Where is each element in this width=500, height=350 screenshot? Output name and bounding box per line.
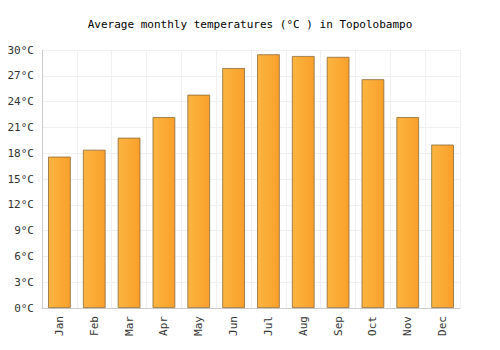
svg-text:15°C: 15°C bbox=[8, 173, 35, 186]
svg-text:Jan: Jan bbox=[53, 316, 66, 336]
svg-text:12°C: 12°C bbox=[8, 198, 35, 211]
svg-text:Feb: Feb bbox=[88, 316, 101, 336]
svg-text:Aug: Aug bbox=[297, 316, 310, 336]
svg-text:Sep: Sep bbox=[332, 316, 345, 336]
svg-text:30°C: 30°C bbox=[8, 44, 35, 57]
svg-text:18°C: 18°C bbox=[8, 147, 35, 160]
svg-text:24°C: 24°C bbox=[8, 95, 35, 108]
svg-text:6°C: 6°C bbox=[14, 250, 34, 263]
svg-text:Dec: Dec bbox=[436, 316, 449, 336]
svg-text:May: May bbox=[192, 316, 205, 336]
svg-text:Jul: Jul bbox=[262, 316, 275, 336]
svg-text:9°C: 9°C bbox=[14, 224, 34, 237]
svg-text:Average monthly temperatures (: Average monthly temperatures (°C ) in To… bbox=[88, 18, 413, 31]
svg-text:21°C: 21°C bbox=[8, 121, 35, 134]
svg-text:Jun: Jun bbox=[227, 316, 240, 336]
svg-text:Mar: Mar bbox=[123, 316, 136, 336]
svg-text:Nov: Nov bbox=[401, 316, 414, 336]
svg-text:Oct: Oct bbox=[366, 316, 379, 336]
svg-text:27°C: 27°C bbox=[8, 69, 35, 82]
svg-text:3°C: 3°C bbox=[14, 276, 34, 289]
svg-text:0°C: 0°C bbox=[14, 302, 34, 315]
svg-text:Apr: Apr bbox=[157, 316, 170, 336]
